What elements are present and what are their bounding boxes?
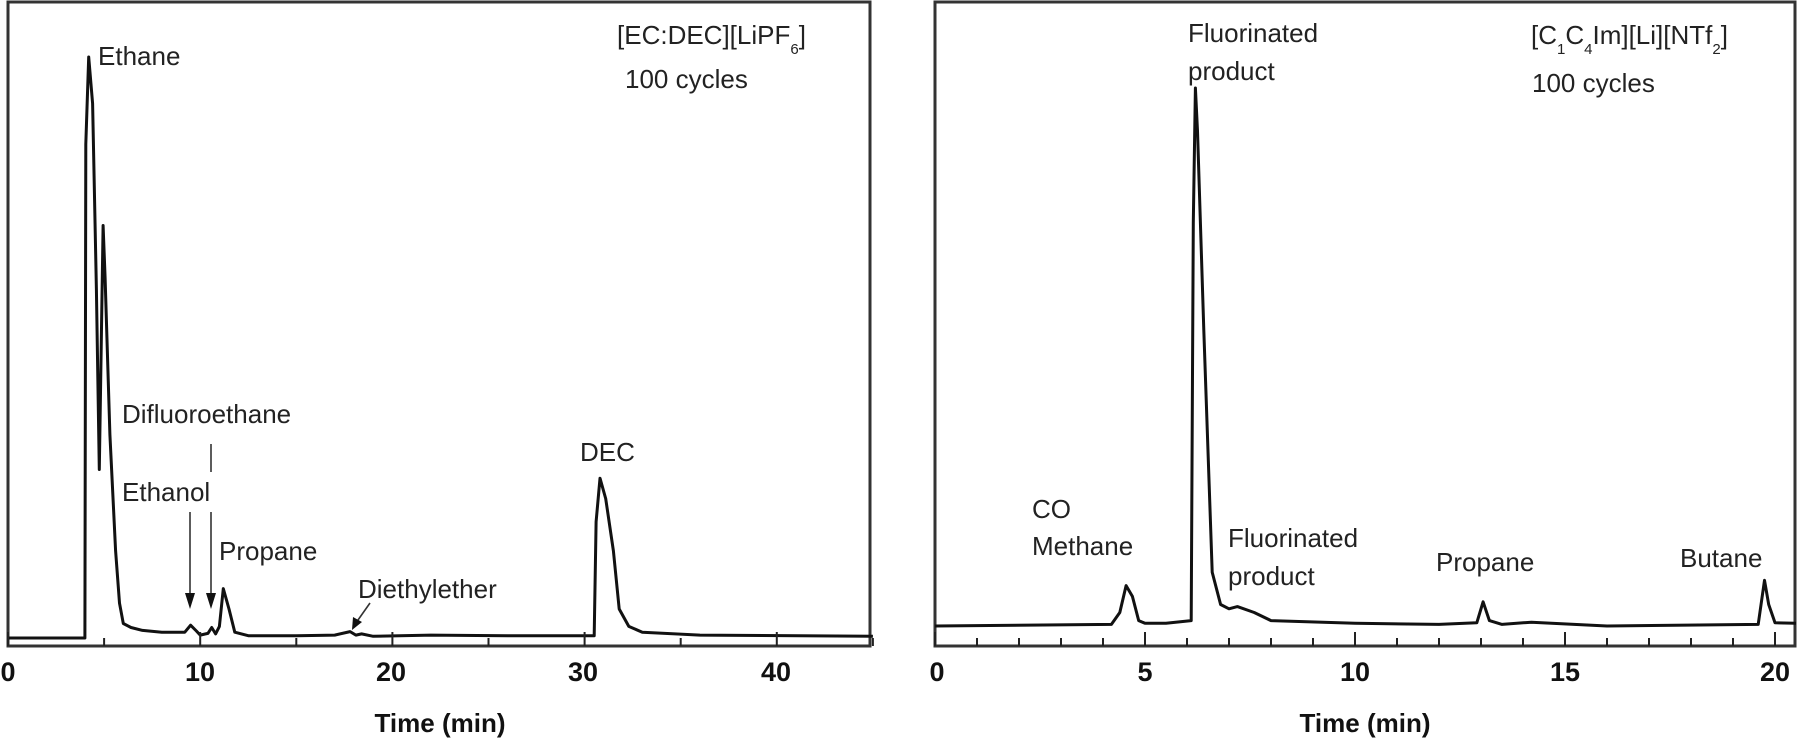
label-ethanol: Ethanol bbox=[122, 477, 210, 507]
difluoroethane-arrow-icon bbox=[206, 593, 216, 609]
left-tick-label-0: 0 bbox=[0, 657, 15, 687]
left-tick-label-20: 20 bbox=[376, 657, 406, 687]
right-chart: 0 5 10 15 20 Time (min) [C1C4Im][Li][NTf… bbox=[929, 0, 1797, 738]
label-fluorinated-product-main-line1: Fluorinated bbox=[1188, 18, 1318, 48]
right-tick-label-5: 5 bbox=[1137, 657, 1152, 687]
label-butane: Butane bbox=[1680, 543, 1762, 573]
right-x-axis-label: Time (min) bbox=[1300, 708, 1431, 738]
label-fluorinated-product-minor-line1: Fluorinated bbox=[1228, 523, 1358, 553]
right-cycles-label: 100 cycles bbox=[1532, 68, 1655, 98]
right-electrolyte-subscript-1: 1 bbox=[1557, 41, 1565, 58]
left-plot-frame bbox=[6, 0, 872, 648]
left-electrolyte-main: [EC:DEC][LiPF bbox=[617, 20, 790, 50]
right-plot-frame bbox=[933, 0, 1797, 648]
right-electrolyte-part: [C bbox=[1531, 20, 1557, 50]
right-tick-label-10: 10 bbox=[1340, 657, 1370, 687]
right-electrolyte-part: Im][Li][NTf bbox=[1592, 20, 1713, 50]
left-x-axis-ticks bbox=[7, 632, 874, 646]
right-electrolyte-label: [C1C4Im][Li][NTf2] bbox=[1531, 20, 1728, 58]
right-chromatogram-trace bbox=[934, 86, 1797, 628]
label-propane-left: Propane bbox=[219, 536, 317, 566]
right-tick-label-20: 20 bbox=[1760, 657, 1790, 687]
label-dec: DEC bbox=[580, 437, 635, 467]
right-tick-label-15: 15 bbox=[1550, 657, 1580, 687]
left-cycles-label: 100 cycles bbox=[625, 64, 748, 94]
left-chromatogram-trace bbox=[8, 55, 873, 640]
label-ethane: Ethane bbox=[98, 41, 180, 71]
left-x-axis-label: Time (min) bbox=[375, 708, 506, 738]
label-co: CO bbox=[1032, 494, 1071, 524]
diethylether-arrow-icon bbox=[352, 617, 362, 630]
left-chart: 0 10 20 30 40 Time (min) [EC:DEC][LiPF6]… bbox=[0, 0, 874, 738]
label-methane: Methane bbox=[1032, 531, 1133, 561]
right-x-axis-ticks bbox=[934, 632, 1776, 646]
left-tick-label-40: 40 bbox=[761, 657, 791, 687]
label-difluoroethane: Difluoroethane bbox=[122, 399, 291, 429]
right-electrolyte-part: C bbox=[1565, 20, 1584, 50]
left-tick-label-10: 10 bbox=[185, 657, 215, 687]
label-fluorinated-product-main-line2: product bbox=[1188, 56, 1275, 86]
label-fluorinated-product-minor-line2: product bbox=[1228, 561, 1315, 591]
left-electrolyte-subscript: 6 bbox=[790, 41, 798, 58]
diethylether-arrow-line bbox=[357, 602, 371, 621]
left-electrolyte-end: ] bbox=[799, 20, 806, 50]
label-diethylether: Diethylether bbox=[358, 574, 497, 604]
left-electrolyte-label: [EC:DEC][LiPF6] bbox=[617, 20, 806, 58]
label-propane-right: Propane bbox=[1436, 547, 1534, 577]
right-electrolyte-subscript-2: 2 bbox=[1712, 41, 1720, 58]
right-tick-label-0: 0 bbox=[929, 657, 944, 687]
ethanol-arrow-icon bbox=[185, 593, 195, 609]
right-electrolyte-part: ] bbox=[1721, 20, 1728, 50]
right-electrolyte-subscript-4: 4 bbox=[1584, 41, 1592, 58]
left-tick-label-30: 30 bbox=[568, 657, 598, 687]
